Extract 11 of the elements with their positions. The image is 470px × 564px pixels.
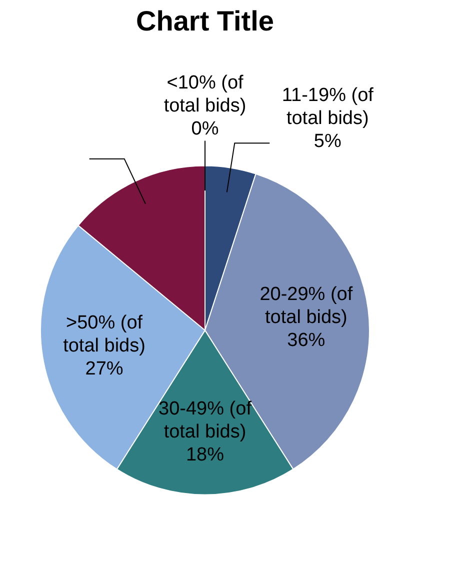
text: 0% bbox=[191, 118, 219, 140]
data-label: 27% bbox=[85, 358, 124, 380]
slice-label: 11-19% (of total bids) bbox=[282, 84, 374, 129]
category-label: <10% (of total bids) bbox=[164, 72, 246, 117]
data-label: 36% bbox=[287, 330, 326, 351]
data-label: 18% bbox=[186, 444, 224, 466]
slice-label: 30-49% (of total bids) bbox=[158, 398, 252, 443]
chart-title: Chart Title bbox=[136, 6, 274, 37]
slice-label: 20-29% (of total bids) bbox=[260, 284, 354, 328]
data-label: 5% bbox=[314, 130, 342, 152]
slice-label: >50% (of total bids) bbox=[63, 312, 146, 356]
